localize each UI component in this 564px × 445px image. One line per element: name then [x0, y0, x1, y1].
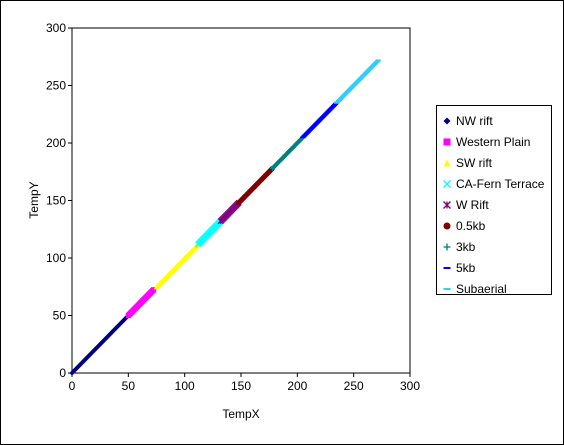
- data-series-layer: [69, 59, 381, 376]
- legend-symbol: [443, 117, 451, 124]
- data-point: [150, 287, 157, 293]
- x-tick-label: 100: [175, 379, 195, 393]
- x-axis-title: TempX: [222, 407, 259, 421]
- legend-label: CA-Fern Terrace: [456, 176, 545, 191]
- legend-marker-icon: [441, 157, 453, 169]
- legend-marker-icon: [441, 283, 453, 295]
- legend-label: W Rift: [456, 197, 489, 212]
- legend-label: Subaerial: [456, 281, 507, 296]
- legend-symbol: [443, 138, 451, 145]
- legend-item: Western Plain: [437, 131, 551, 152]
- y-tick-label: 150: [46, 194, 66, 208]
- y-axis: 0 50 100 150 200 250 300: [46, 21, 72, 380]
- x-tick-label: 150: [231, 379, 251, 393]
- legend-symbol: [443, 159, 451, 166]
- series-5kb: [300, 102, 339, 139]
- x-tick-label: 200: [287, 379, 307, 393]
- legend-label: Western Plain: [456, 134, 531, 149]
- y-tick-label: 300: [46, 21, 66, 35]
- series-w-rift: [217, 199, 242, 225]
- y-tick-label: 0: [59, 366, 66, 380]
- legend-label: 0.5kb: [456, 218, 486, 233]
- legend-item: SW rift: [437, 152, 551, 173]
- legend-symbol: [443, 179, 451, 188]
- y-tick-label: 200: [46, 136, 66, 150]
- x-tick-label: 300: [400, 379, 420, 393]
- legend-symbol: [443, 243, 451, 250]
- legend-item: 0.5kb: [437, 215, 551, 236]
- series-sw-rift: [153, 241, 201, 290]
- series-3kb: [269, 135, 305, 171]
- legend-label: SW rift: [456, 155, 492, 170]
- legend-symbol: [443, 200, 451, 209]
- legend-marker-icon: [441, 262, 453, 274]
- legend-marker-icon: [441, 241, 453, 253]
- series-0-5kb: [236, 166, 275, 206]
- legend-label: NW rift: [456, 113, 493, 128]
- x-tick-label: 50: [122, 379, 136, 393]
- legend-marker-icon: [441, 199, 453, 211]
- legend-marker-icon: [441, 136, 453, 148]
- x-tick-label: 0: [69, 379, 76, 393]
- legend-item: CA-Fern Terrace: [437, 173, 551, 194]
- series-western-plain: [125, 287, 157, 319]
- series-subaerial: [334, 59, 381, 104]
- legend-item: 5kb: [437, 257, 551, 278]
- series-nw-rift: [69, 313, 131, 376]
- legend-item: NW rift: [437, 110, 551, 131]
- x-axis: 0 50 100 150 200 250 300: [69, 373, 420, 393]
- legend-item: Subaerial: [437, 278, 551, 299]
- legend: NW rift Western Plain SW rift CA-Fern Terra…: [436, 105, 552, 296]
- x-tick-label: 250: [344, 379, 364, 393]
- legend-item: 3kb: [437, 236, 551, 257]
- y-tick-label: 250: [46, 79, 66, 93]
- legend-symbol: [443, 222, 451, 229]
- legend-marker-icon: [441, 220, 453, 232]
- legend-marker-icon: [441, 178, 453, 190]
- y-axis-title: TempY: [27, 181, 41, 218]
- legend-label: 3kb: [456, 239, 476, 254]
- legend-item: W Rift: [437, 194, 551, 215]
- y-tick-label: 50: [53, 309, 67, 323]
- legend-marker-icon: [441, 115, 453, 127]
- y-tick-label: 100: [46, 251, 66, 265]
- legend-label: 5kb: [456, 260, 476, 275]
